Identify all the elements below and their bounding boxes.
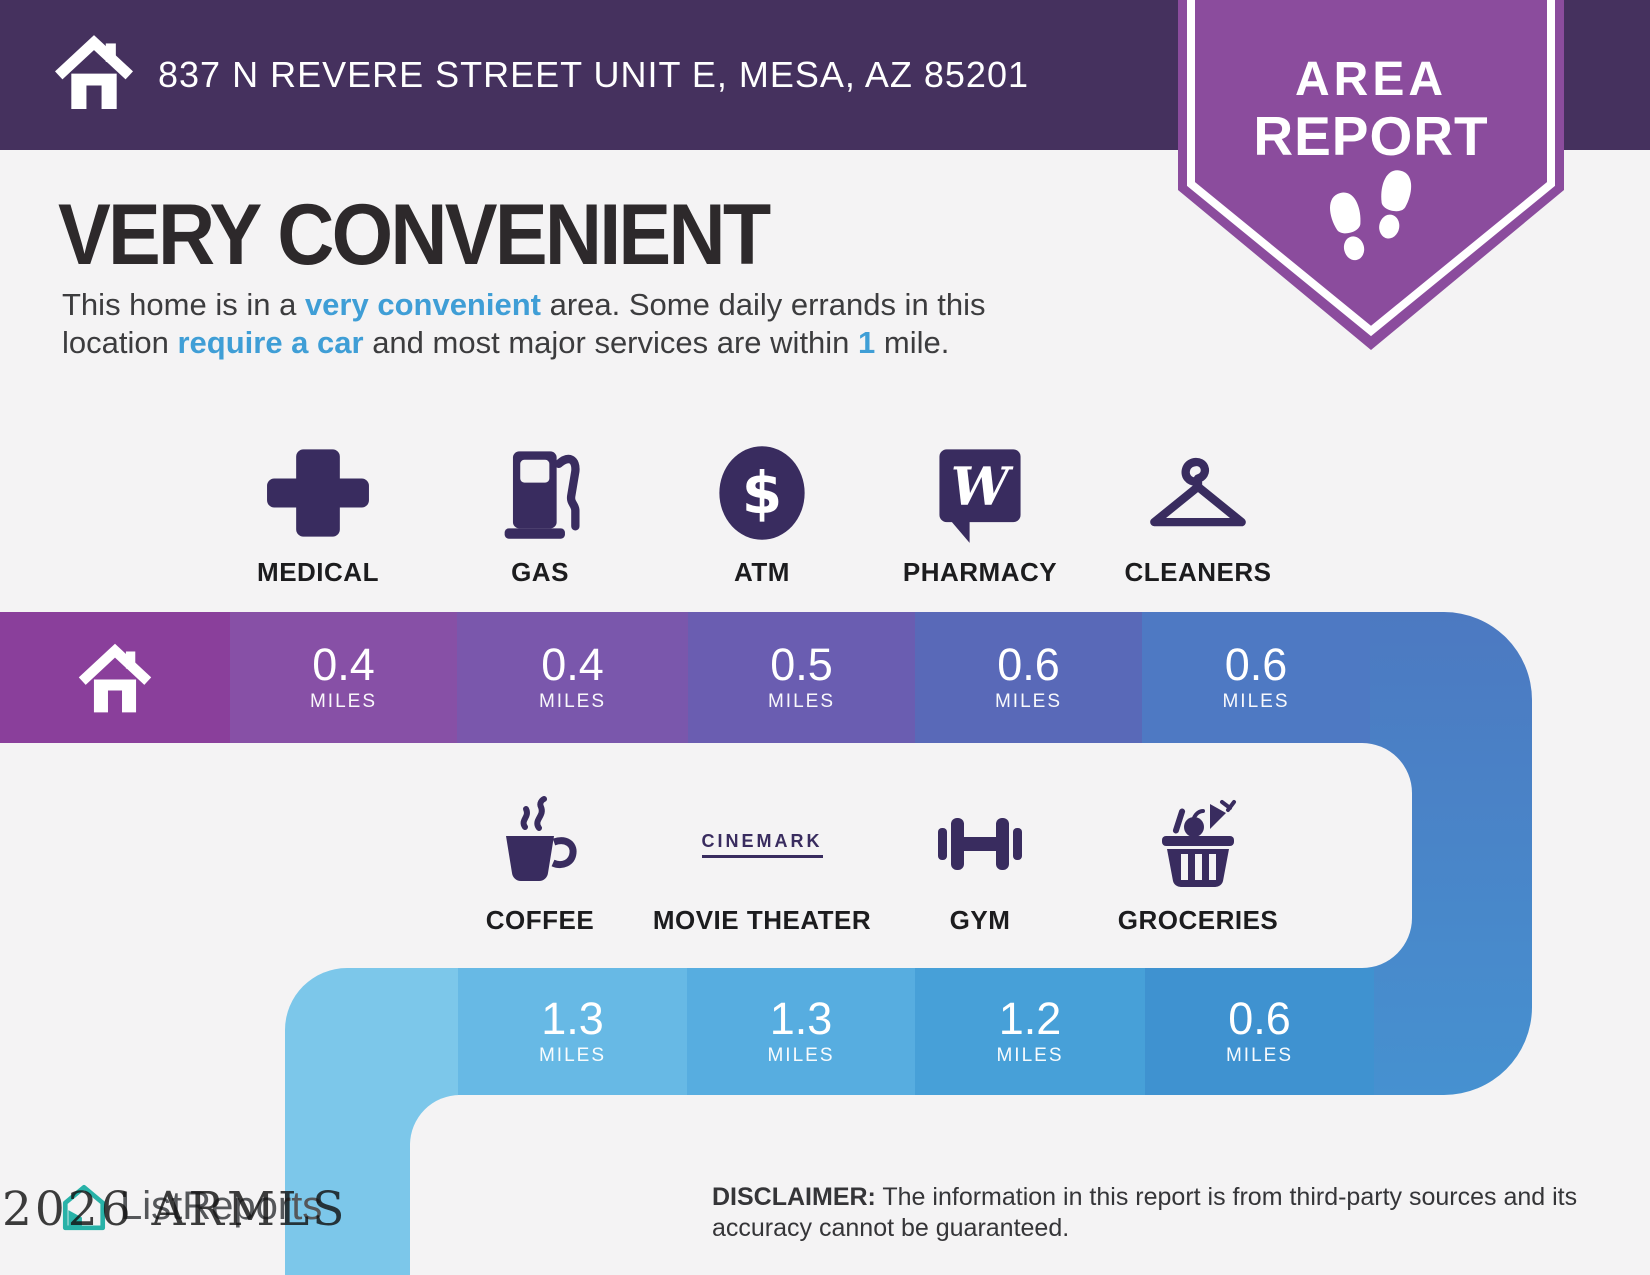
distance-value: 1.3 bbox=[769, 993, 833, 1045]
distance-cell-atm: 0.5 MILES bbox=[688, 612, 915, 743]
poi-label: ATM bbox=[734, 557, 790, 587]
distance-value: 0.6 bbox=[997, 639, 1060, 691]
distance-unit: MILES bbox=[994, 690, 1063, 712]
armls-watermark: 2026 ARMLS bbox=[2, 1182, 348, 1237]
summary-accent: 1 bbox=[858, 325, 876, 360]
disclaimer: DISCLAIMER: The information in this repo… bbox=[712, 1182, 1612, 1244]
poi-column-gas: GAS bbox=[420, 438, 660, 588]
disclaimer-line-1: DISCLAIMER: The information in this repo… bbox=[712, 1182, 1612, 1213]
distance-value: 1.3 bbox=[541, 993, 604, 1045]
footprints-icon bbox=[1330, 170, 1412, 261]
distance-cell-medical: 0.4 MILES bbox=[230, 612, 457, 743]
disclaimer-text: The information in this report is from t… bbox=[875, 1183, 1578, 1211]
distance-cell-gym: 1.2 MILES bbox=[915, 968, 1145, 1095]
disclaimer-label: DISCLAIMER: bbox=[712, 1183, 876, 1211]
badge-banner-shape bbox=[1178, 0, 1564, 350]
distance-value: 0.4 bbox=[541, 639, 604, 691]
route-bar-row1: 0.4 MILES 0.4 MILES 0.5 MILES 0.6 MILES … bbox=[0, 612, 1370, 743]
distance-unit: MILES bbox=[767, 690, 836, 712]
distance-cell-movie-theater: 1.3 MILES bbox=[687, 968, 915, 1095]
area-report-badge: AREA REPORT bbox=[1178, 0, 1564, 352]
poi-column-groceries: GROCERIES bbox=[1078, 792, 1318, 936]
medical-cross-icon bbox=[198, 438, 438, 548]
distance-unit: MILES bbox=[538, 690, 607, 712]
walgreens-w-icon: W bbox=[860, 438, 1100, 548]
disclaimer-line-2: accuracy cannot be guaranteed. bbox=[712, 1214, 1070, 1242]
distance-cell-pharmacy: 0.6 MILES bbox=[915, 612, 1142, 743]
gas-pump-icon bbox=[420, 438, 660, 548]
poi-label: GROCERIES bbox=[1117, 905, 1279, 935]
summary-paragraph: This home is in a very convenient area. … bbox=[62, 286, 986, 362]
poi-column-cleaners: CLEANERS bbox=[1078, 438, 1318, 588]
poi-column-coffee: COFFEE bbox=[420, 792, 660, 936]
distance-unit: MILES bbox=[1225, 1044, 1294, 1066]
summary-line-1: This home is in a very convenient area. … bbox=[62, 286, 986, 324]
route-bar-row2: 1.3 MILES 1.3 MILES 1.2 MILES 0.6 MILES bbox=[0, 968, 1374, 1095]
summary-line-2: location require a car and most major se… bbox=[62, 324, 986, 362]
distance-value: 0.5 bbox=[770, 639, 833, 691]
poi-column-movie-theater: CINEMARK MOVIE THEATER bbox=[642, 792, 882, 936]
poi-label: GYM bbox=[949, 905, 1011, 935]
distance-value: 1.2 bbox=[998, 993, 1062, 1045]
distance-unit: MILES bbox=[767, 1044, 835, 1066]
summary-accent: require a car bbox=[177, 325, 364, 360]
svg-text:W: W bbox=[951, 456, 1014, 517]
bottom-content-panel bbox=[410, 1095, 1650, 1275]
home-icon bbox=[55, 35, 133, 109]
badge-title-line2: REPORT bbox=[1253, 105, 1489, 167]
poi-column-pharmacy: W PHARMACY bbox=[860, 438, 1100, 588]
distance-value: 0.6 bbox=[1224, 639, 1288, 691]
badge-title-line1: AREA bbox=[1294, 53, 1447, 106]
poi-label: MEDICAL bbox=[257, 557, 379, 587]
route-origin-segment bbox=[0, 612, 230, 743]
distance-unit: MILES bbox=[1222, 690, 1290, 712]
atm-dollar-icon: $ bbox=[642, 438, 882, 548]
listreports-logo-text: ListReports bbox=[120, 1183, 323, 1228]
poi-label: PHARMACY bbox=[902, 557, 1058, 587]
summary-text: location bbox=[62, 325, 178, 360]
poi-label: COFFEE bbox=[485, 905, 595, 935]
distance-cell-gas: 0.4 MILES bbox=[457, 612, 688, 743]
hanger-icon bbox=[1078, 438, 1318, 548]
poi-label: MOVIE THEATER bbox=[652, 905, 872, 935]
listreports-logo: ListReports bbox=[58, 1180, 322, 1232]
svg-text:$: $ bbox=[742, 459, 783, 527]
grocery-basket-icon bbox=[1078, 792, 1318, 896]
summary-text: and most major services are within bbox=[363, 325, 859, 360]
coffee-cup-icon bbox=[420, 792, 660, 896]
distance-cell-groceries: 0.6 MILES bbox=[1145, 968, 1374, 1095]
distance-cell-coffee: 1.3 MILES bbox=[458, 968, 687, 1095]
summary-accent: very convenient bbox=[304, 287, 541, 322]
cinemark-wordmark-icon: CINEMARK bbox=[642, 792, 882, 896]
distance-unit: MILES bbox=[538, 1044, 607, 1066]
distance-unit: MILES bbox=[309, 690, 378, 712]
page-title: VERY CONVENIENT bbox=[58, 187, 771, 283]
cinemark-text: CINEMARK bbox=[701, 831, 823, 858]
poi-column-medical: MEDICAL bbox=[198, 438, 438, 588]
poi-label: CLEANERS bbox=[1124, 557, 1272, 587]
summary-text: This home is in a bbox=[62, 287, 305, 322]
property-address: 837 N REVERE STREET UNIT E, MESA, AZ 852… bbox=[158, 54, 1029, 95]
summary-text: area. Some daily errands in this bbox=[540, 287, 986, 322]
home-icon bbox=[78, 643, 152, 712]
poi-label: GAS bbox=[511, 557, 569, 587]
listreports-house-icon bbox=[62, 1184, 106, 1231]
dumbbell-icon bbox=[860, 792, 1100, 896]
summary-text: mile. bbox=[875, 325, 950, 360]
distance-cell-cleaners: 0.6 MILES bbox=[1142, 612, 1370, 743]
distance-unit: MILES bbox=[996, 1044, 1064, 1066]
distance-value: 0.4 bbox=[312, 639, 375, 691]
poi-column-gym: GYM bbox=[860, 792, 1100, 936]
poi-column-atm: $ ATM bbox=[642, 438, 882, 588]
distance-value: 0.6 bbox=[1228, 993, 1291, 1045]
